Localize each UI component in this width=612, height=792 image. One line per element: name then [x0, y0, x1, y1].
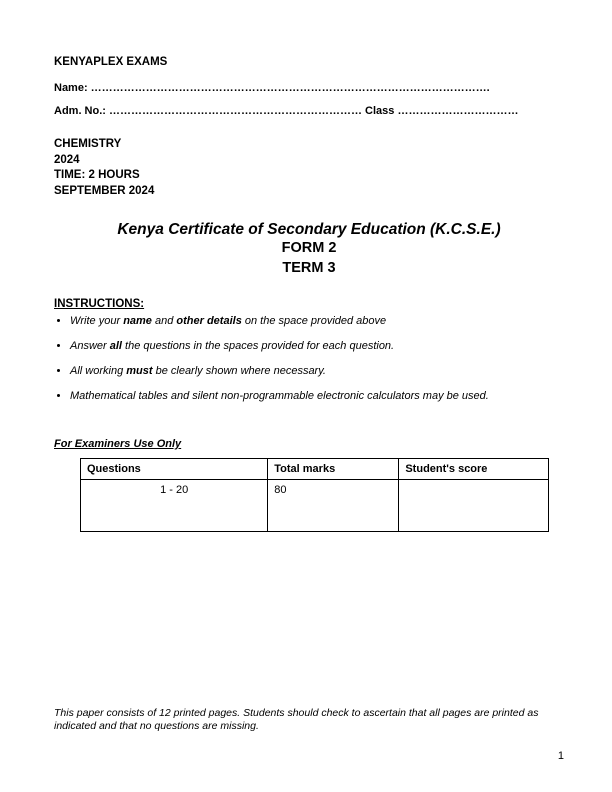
title-block: Kenya Certificate of Secondary Education… [54, 221, 564, 278]
title-main: Kenya Certificate of Secondary Education… [54, 221, 564, 239]
instruction-item: All working must be clearly shown where … [70, 364, 564, 379]
instruction-text: Answer [70, 340, 110, 352]
instruction-bold: other details [176, 315, 241, 327]
cell-questions: 1 - 20 [81, 479, 268, 531]
instruction-item: Answer all the questions in the spaces p… [70, 339, 564, 354]
instruction-item: Mathematical tables and silent non-progr… [70, 389, 564, 404]
table-row: 1 - 20 80 [81, 479, 549, 531]
col-total-marks: Total marks [268, 458, 399, 479]
instruction-item: Write your name and other details on the… [70, 314, 564, 329]
instruction-text: be clearly shown where necessary. [153, 365, 326, 377]
instruction-text: All working [70, 365, 126, 377]
score-table: Questions Total marks Student's score 1 … [80, 458, 549, 532]
table-header-row: Questions Total marks Student's score [81, 458, 549, 479]
title-form: FORM 2 [54, 239, 564, 259]
examiners-heading: For Examiners Use Only [54, 438, 564, 450]
instruction-bold: name [123, 315, 152, 327]
name-line: Name: …………………………………………………………………………………………… [54, 82, 564, 94]
footer-note: This paper consists of 12 printed pages.… [54, 707, 564, 734]
subject-month: SEPTEMBER 2024 [54, 184, 564, 200]
instruction-text: Write your [70, 315, 123, 327]
page-number: 1 [558, 750, 564, 762]
instructions-list: Write your name and other details on the… [54, 314, 564, 403]
instruction-text: the questions in the spaces provided for… [122, 340, 394, 352]
admission-line: Adm. No.: …………………………………………………………… Class … [54, 105, 564, 117]
col-student-score: Student's score [399, 458, 549, 479]
cell-total: 80 [268, 479, 399, 531]
exam-organization: KENYAPLEX EXAMS [54, 56, 564, 68]
instruction-text: Mathematical tables and silent non-progr… [70, 390, 489, 402]
instruction-bold: must [126, 365, 152, 377]
subject-name: CHEMISTRY [54, 137, 564, 153]
subject-year: 2024 [54, 153, 564, 169]
instruction-text: on the space provided above [242, 315, 386, 327]
subject-block: CHEMISTRY 2024 TIME: 2 HOURS SEPTEMBER 2… [54, 137, 564, 199]
title-term: TERM 3 [54, 259, 564, 279]
instruction-text: and [152, 315, 176, 327]
instructions-heading: INSTRUCTIONS: [54, 298, 564, 310]
col-questions: Questions [81, 458, 268, 479]
subject-time: TIME: 2 HOURS [54, 168, 564, 184]
cell-score [399, 479, 549, 531]
instruction-bold: all [110, 340, 122, 352]
